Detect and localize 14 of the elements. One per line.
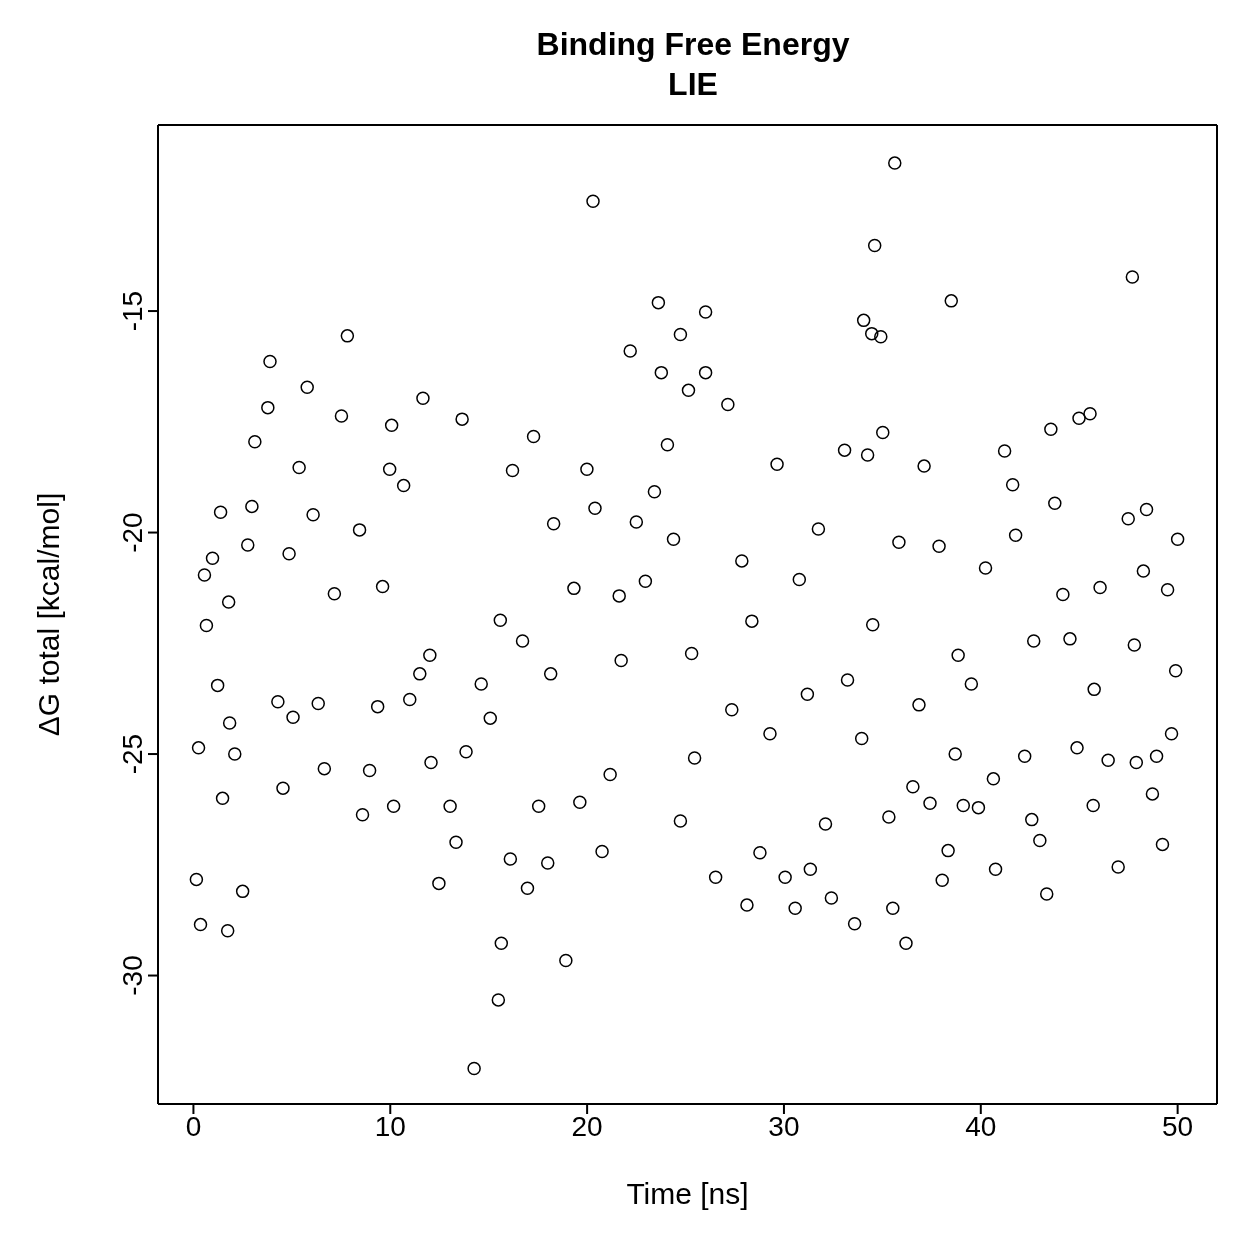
- y-tick-label: -20: [117, 512, 148, 553]
- x-tick-label: 40: [965, 1110, 997, 1142]
- chart-title: Binding Free Energy: [535, 25, 851, 64]
- x-tick-label: 30: [768, 1110, 800, 1142]
- y-axis-title: ΔG total [kcal/mol]: [31, 492, 65, 737]
- x-axis-title: Time [ns]: [626, 1177, 749, 1210]
- x-tick-label: 50: [1162, 1110, 1194, 1142]
- y-tick-label: -30: [117, 955, 148, 996]
- y-tick-label: -15: [117, 290, 148, 332]
- x-tick-label: 20: [571, 1110, 603, 1142]
- x-tick-label: 10: [374, 1110, 406, 1142]
- x-tick-label: 0: [185, 1110, 202, 1142]
- chart-subtitle: LIE: [667, 65, 719, 104]
- y-tick-label: -25: [117, 733, 148, 775]
